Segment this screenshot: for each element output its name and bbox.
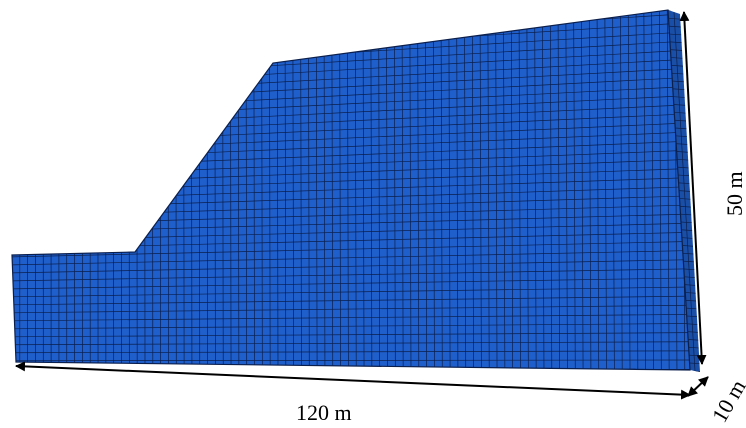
mesh-line [635, 10, 639, 370]
mesh-line [323, 10, 326, 366]
mesh-line [425, 10, 427, 367]
length-label: 120 m [296, 400, 352, 425]
mesh-line [448, 10, 451, 368]
mesh-line [12, 259, 690, 274]
mesh-line [12, 286, 690, 298]
height-arrow [679, 11, 707, 365]
mesh-line [12, 332, 690, 338]
mesh-line [12, 304, 690, 314]
mesh-line [12, 341, 690, 346]
mesh-line [393, 10, 396, 367]
mesh-line [456, 10, 459, 368]
mesh-line [12, 295, 690, 306]
mesh-line [479, 10, 482, 368]
mesh-line [666, 10, 670, 370]
mesh-line [0, 377, 700, 379]
height-label: 50 m [722, 171, 746, 216]
mesh-line [12, 10, 690, 19]
mesh-line [432, 10, 435, 367]
mesh-line [370, 10, 373, 367]
mesh-line [604, 10, 607, 369]
mesh-line [659, 10, 662, 370]
mesh-line [339, 10, 341, 366]
mesh-line [331, 10, 334, 366]
mesh-line [12, 350, 690, 354]
mesh-line [315, 10, 318, 366]
mesh-line [565, 10, 568, 369]
mesh-line [386, 10, 388, 367]
mesh-line [12, 359, 690, 362]
mesh-line [464, 10, 467, 368]
mesh-line [612, 10, 615, 370]
mesh-line [518, 10, 521, 368]
depth-arrow [687, 376, 709, 397]
mesh-line [12, 10, 690, 11]
mesh-line [401, 10, 404, 367]
mesh-line [620, 10, 623, 370]
mesh-line [12, 313, 690, 322]
mesh-line [588, 10, 592, 369]
mesh-line [12, 249, 690, 266]
dimension-arrows [15, 11, 709, 400]
mesh-line [12, 240, 690, 258]
mesh-line [471, 10, 474, 368]
mesh-line [409, 10, 412, 367]
mesh-line [627, 10, 631, 370]
mesh-line [308, 10, 310, 366]
slope-front-face [0, 9, 700, 379]
length-arrow [15, 361, 691, 400]
mesh-line [581, 10, 584, 369]
mesh-line [362, 10, 365, 367]
mesh-line [378, 10, 381, 367]
mesh-line [417, 10, 420, 367]
mesh-line [596, 10, 600, 369]
depth-label: 10 m [707, 375, 746, 426]
mesh-line [12, 277, 690, 290]
mesh-line [573, 10, 576, 369]
mesh-line [12, 268, 690, 282]
mesh-line [440, 10, 443, 368]
mesh-line [12, 323, 690, 330]
mesh-line [651, 10, 654, 370]
